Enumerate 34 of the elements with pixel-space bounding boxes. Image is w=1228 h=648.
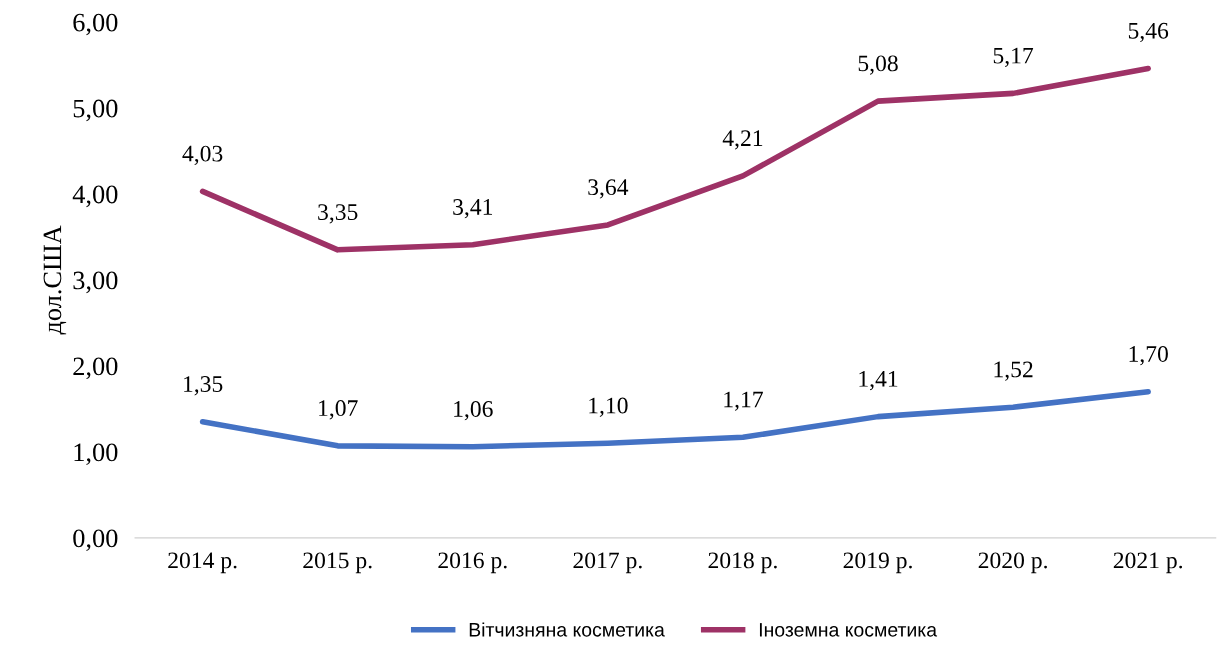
data-label: 1,07	[319, 400, 358, 420]
data-label: 5,17	[993, 47, 1034, 67]
x-tick-label: 2015 р.	[303, 552, 372, 574]
data-label: 4,21	[722, 130, 763, 150]
y-tick-label: 5,00	[73, 99, 118, 122]
legend-label: Іноземна косметика	[759, 623, 938, 637]
x-tick-label: 2019 р.	[843, 552, 912, 574]
y-tick-label: 3,00	[73, 271, 118, 294]
data-label: 3,41	[453, 199, 493, 219]
data-label: 1,52	[994, 361, 1033, 381]
data-label: 1,41	[859, 371, 898, 391]
y-tick-label: 0,00	[73, 529, 118, 552]
x-tick-label: 2014 р.	[168, 552, 237, 574]
data-label: 4,03	[182, 145, 223, 165]
data-label: 5,46	[1128, 22, 1169, 43]
data-label: 1,10	[589, 397, 628, 417]
data-label: 3,64	[588, 179, 629, 199]
y-axis-title: дол.США	[43, 225, 67, 335]
data-label: 1,06	[454, 400, 493, 421]
y-tick-label: 2,00	[73, 357, 118, 380]
y-tick-label: 6,00	[73, 13, 118, 36]
data-label: 3,35	[318, 204, 358, 224]
data-label: 1,35	[184, 376, 223, 396]
x-tick-label: 2016 р.	[438, 552, 507, 574]
x-tick-label: 2020 р.	[978, 552, 1047, 574]
data-label: 1,17	[724, 391, 763, 411]
y-tick-label: 4,00	[72, 185, 118, 208]
legend-label: Вітчизняна косметика	[469, 622, 665, 637]
data-label: 5,08	[858, 55, 898, 75]
x-tick-label: 2021 р.	[1113, 552, 1183, 574]
x-tick-label: 2018 р.	[708, 552, 777, 574]
data-label: 1,70	[1129, 345, 1168, 366]
y-tick-label: 1,00	[74, 443, 118, 466]
x-tick-label: 2017 р.	[573, 552, 642, 574]
